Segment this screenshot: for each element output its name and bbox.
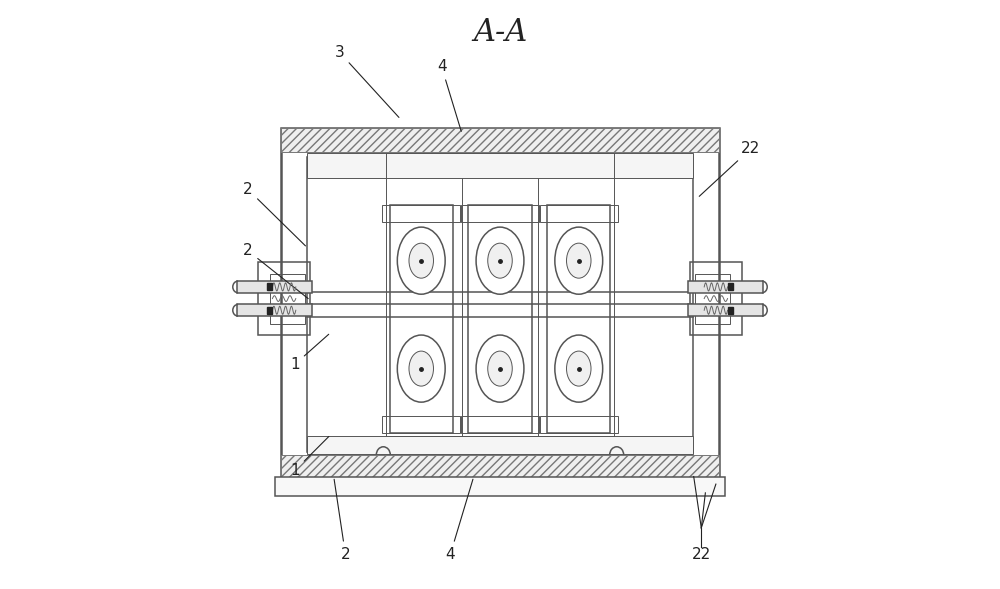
Ellipse shape [409, 351, 433, 386]
Text: 2: 2 [243, 243, 308, 299]
Bar [270, 274, 305, 324]
Ellipse shape [488, 243, 512, 278]
Bar [688, 281, 763, 293]
Text: 2: 2 [243, 182, 305, 246]
Bar [281, 128, 719, 478]
Ellipse shape [567, 243, 591, 278]
Text: 2: 2 [334, 479, 350, 562]
Bar [281, 455, 719, 478]
Bar [461, 205, 539, 221]
Bar [461, 416, 539, 433]
Ellipse shape [555, 227, 603, 294]
Bar [695, 274, 730, 324]
Bar [275, 477, 725, 496]
Bar [382, 205, 460, 221]
Bar [258, 263, 310, 335]
Text: A-A: A-A [473, 17, 527, 48]
Bar [237, 305, 312, 316]
Bar [540, 416, 618, 433]
Ellipse shape [567, 351, 591, 386]
Text: 1: 1 [290, 335, 329, 372]
Bar [688, 305, 763, 316]
Bar [690, 263, 742, 335]
Bar [237, 281, 312, 293]
Bar [386, 153, 614, 436]
Bar [307, 153, 693, 178]
Text: 4: 4 [437, 59, 461, 131]
Text: 1: 1 [290, 436, 329, 478]
Bar [540, 205, 618, 221]
Ellipse shape [397, 335, 445, 402]
Text: 22: 22 [699, 141, 761, 196]
Text: 3: 3 [335, 45, 399, 117]
Bar [728, 307, 733, 314]
Bar [267, 283, 272, 290]
Bar [728, 283, 733, 290]
Ellipse shape [476, 335, 524, 402]
Bar [382, 416, 460, 433]
Bar [267, 307, 272, 314]
Bar [307, 436, 693, 454]
Ellipse shape [476, 227, 524, 294]
Ellipse shape [397, 227, 445, 294]
Ellipse shape [409, 243, 433, 278]
Ellipse shape [488, 351, 512, 386]
Ellipse shape [555, 335, 603, 402]
Bar [547, 205, 610, 433]
Bar [390, 205, 453, 433]
Text: 4: 4 [446, 479, 473, 562]
Bar [468, 205, 532, 433]
Text: 22: 22 [692, 547, 711, 562]
Bar [307, 157, 693, 452]
Bar [281, 128, 719, 151]
